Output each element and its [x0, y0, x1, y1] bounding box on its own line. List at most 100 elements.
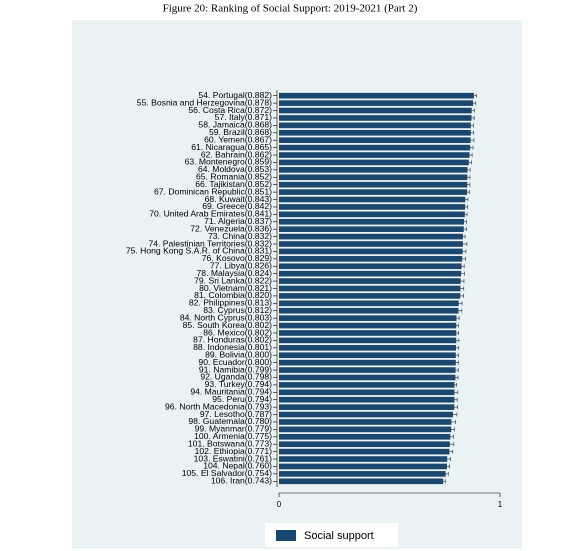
- bar: [279, 478, 444, 485]
- y-tick-label: 75. Hong Kong S.A.R. of China(0.831): [126, 246, 272, 256]
- y-tick-label: 96. North Macedonia(0.793): [165, 401, 272, 411]
- bar: [279, 270, 462, 277]
- bar: [279, 374, 456, 381]
- bar: [279, 315, 457, 321]
- y-tick-label: 87. Honduras(0.802): [193, 335, 272, 345]
- bar: [279, 256, 463, 262]
- y-tick-label: 66. Tajikistan(0.852): [195, 179, 272, 189]
- bar: [279, 181, 468, 188]
- y-tick-label: 63. Montenegro(0.859): [185, 157, 273, 167]
- error-bar: [464, 167, 471, 172]
- y-tick-label: 77. Libya(0.826): [210, 261, 272, 271]
- error-bar: [447, 419, 456, 424]
- y-tick-label: 70. United Arab Emirates(0.841): [149, 209, 272, 219]
- error-bar: [450, 390, 459, 395]
- bar: [279, 367, 456, 373]
- error-bar: [460, 219, 467, 224]
- error-bar: [451, 382, 458, 387]
- error-bar: [443, 457, 451, 462]
- y-tick-label: 99. Myanmar(0.779): [195, 424, 273, 434]
- bar: [279, 196, 466, 203]
- bar: [279, 92, 474, 99]
- error-bar: [464, 175, 471, 180]
- y-tick-label: 100. Armenia(0.775): [194, 431, 272, 441]
- y-tick-label: 88. Indonesia(0.801): [193, 342, 272, 352]
- y-tick-label: 65. Romania(0.852): [196, 172, 272, 182]
- x-tick-label: 1: [498, 500, 503, 509]
- bar: [279, 382, 455, 388]
- y-tick-label: 71. Algeria(0.837): [204, 216, 272, 226]
- error-bar: [467, 123, 474, 128]
- bar: [279, 433, 451, 440]
- y-tick-label: 64. Moldova(0.853): [198, 164, 272, 174]
- error-bar: [455, 301, 463, 306]
- bar: [279, 396, 455, 403]
- y-tick-label: 94. Mauritania(0.794): [190, 387, 272, 397]
- y-tick-label: 62. Bahrain(0.862): [201, 149, 272, 159]
- error-bar: [453, 345, 460, 350]
- bar: [279, 129, 471, 136]
- error-bar: [450, 405, 458, 410]
- error-bar: [466, 138, 475, 143]
- error-bar: [465, 160, 472, 165]
- y-tick-label: 56. Costa Rica(0.872): [188, 105, 272, 115]
- error-bar: [451, 397, 458, 402]
- bar: [279, 411, 453, 418]
- y-tick-label: 79. Sri Lanka(0.822): [194, 275, 272, 285]
- y-tick-label: 101. Botswana(0.773): [188, 438, 272, 448]
- y-tick-label: 93. Turkey(0.794): [205, 379, 272, 389]
- y-tick-label: 105. El Salvador(0.754): [182, 468, 272, 478]
- bar: [279, 159, 469, 166]
- error-bar: [447, 427, 455, 432]
- error-bar: [464, 182, 471, 187]
- error-bar: [466, 153, 473, 158]
- legend-swatch: [276, 530, 296, 541]
- bar: [279, 204, 466, 210]
- error-bar: [467, 130, 474, 135]
- error-bar: [448, 412, 458, 417]
- y-tick-label: 76. Kosovo(0.829): [202, 253, 272, 263]
- y-tick-label: 106. Iran(0.743): [211, 476, 272, 486]
- y-tick-label: 72. Venezuela(0.836): [190, 223, 272, 233]
- y-tick-label: 86. Mexico(0.802): [203, 327, 272, 337]
- error-bar: [470, 93, 477, 98]
- y-tick-label: 60. Yemen(0.867): [204, 134, 272, 144]
- y-tick-label: 84. North Cyprus(0.803): [180, 312, 272, 322]
- bar: [279, 337, 457, 344]
- bar: [279, 100, 474, 106]
- y-tick-label: 80. Vietnam(0.821): [199, 283, 272, 293]
- y-tick-label: 78. Malaysia(0.824): [197, 268, 273, 278]
- bar: [279, 241, 463, 247]
- bar: [279, 115, 472, 121]
- bar: [279, 218, 464, 225]
- error-bar: [453, 323, 459, 328]
- bar: [279, 352, 456, 359]
- bar: [279, 174, 468, 181]
- error-bar: [452, 375, 459, 380]
- y-tick-label: 55. Bosnia and Herzegovina(0.878): [137, 97, 272, 107]
- y-tick-label: 69. Greece(0.842): [202, 201, 272, 211]
- bar: [279, 330, 457, 336]
- y-tick-label: 74. Palestinian Territories(0.832): [148, 238, 272, 248]
- error-bar: [453, 316, 460, 321]
- error-bar: [468, 115, 475, 120]
- legend-label: Social support: [304, 530, 374, 542]
- error-bar: [445, 449, 454, 454]
- bar: [279, 285, 461, 292]
- y-tick-label: 98. Guatemala(0.780): [188, 416, 272, 426]
- error-bar: [454, 308, 463, 313]
- error-bar: [452, 368, 459, 373]
- error-bar: [458, 242, 468, 247]
- bar: [279, 137, 471, 144]
- error-bar: [462, 204, 469, 209]
- bar: [279, 404, 455, 410]
- error-bar: [456, 293, 464, 298]
- bar: [279, 345, 457, 351]
- error-bar: [452, 353, 459, 358]
- error-bar: [460, 234, 466, 239]
- y-tick-label: 102. Ethiopia(0.771): [195, 446, 273, 456]
- y-tick-label: 73. China(0.832): [208, 231, 272, 241]
- y-tick-label: 91. Namibia(0.799): [199, 364, 272, 374]
- y-tick-label: 67. Dominican Republic(0.851): [154, 186, 272, 196]
